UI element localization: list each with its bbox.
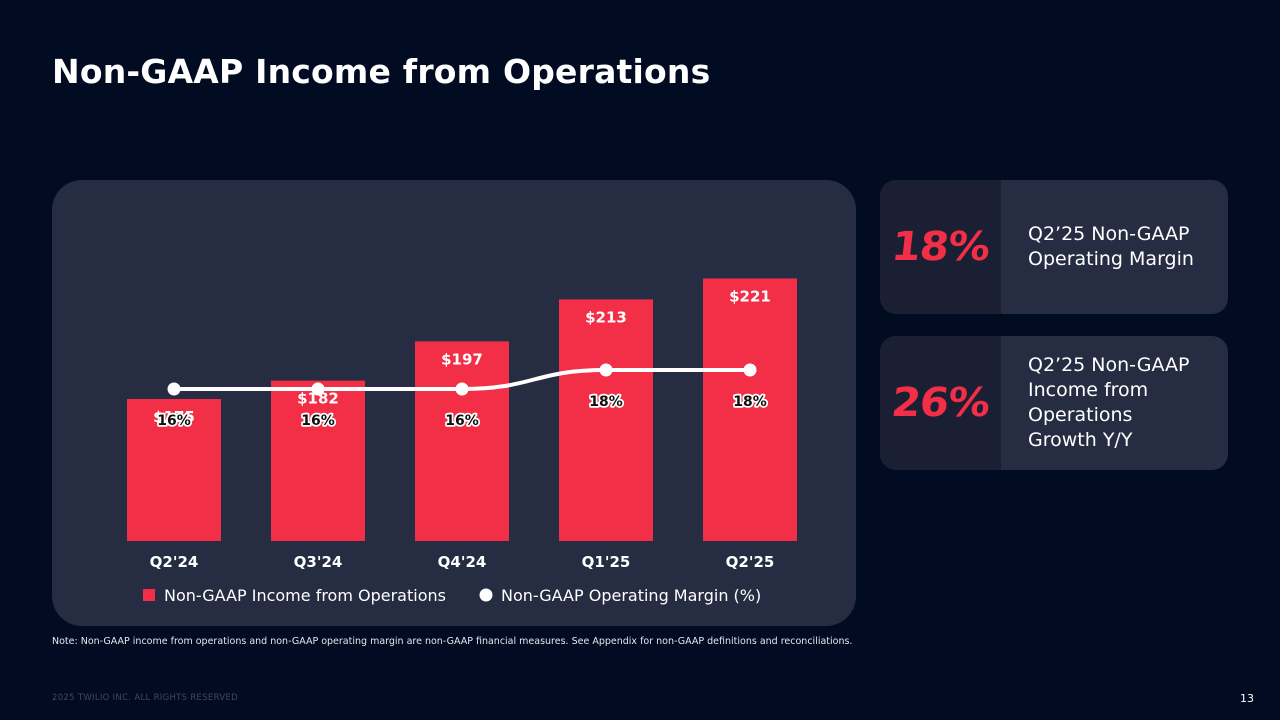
margin-point (167, 382, 181, 396)
x-tick-label: Q2'25 (726, 553, 775, 571)
legend-bar-swatch (143, 589, 155, 601)
legend-line-marker (479, 588, 493, 602)
margin-point (743, 363, 757, 377)
legend-label: Non-GAAP Operating Margin (%) (501, 586, 761, 605)
page-title: Non-GAAP Income from Operations (52, 52, 711, 91)
chart-card: $175 Q2'24 $182 Q3'24 $197 Q4'24 $213 Q1'25 $221… (52, 180, 856, 626)
bar (703, 278, 797, 541)
bar (271, 380, 365, 541)
x-tick-label: Q4'24 (438, 553, 487, 571)
margin-value-label: 16% (157, 413, 191, 429)
bar-value-label: $213 (585, 308, 627, 326)
stat-description: Q2’25 Non-GAAP Income from Operations Gr… (1028, 353, 1212, 453)
stat-line: Q2’25 Non-GAAP (1028, 354, 1190, 376)
stat-number-panel: 18% (880, 180, 1001, 314)
stat-line: Q2’25 Non-GAAP (1028, 223, 1190, 245)
x-tick-label: Q3'24 (294, 553, 343, 571)
copyright: 2025 TWILIO INC. ALL RIGHTS RESERVED (52, 693, 238, 703)
stat-line: Growth Y/Y (1028, 429, 1133, 451)
margin-point (455, 382, 469, 396)
income-chart: $175 Q2'24 $182 Q3'24 $197 Q4'24 $213 Q1'25 $221… (127, 278, 797, 605)
margin-point (599, 363, 613, 377)
stat-value: 26% (889, 380, 992, 426)
x-tick-label: Q1'25 (582, 553, 631, 571)
stat-value: 18% (889, 224, 992, 270)
margin-value-label: 16% (301, 413, 335, 429)
margin-value-label: 18% (733, 394, 767, 410)
stat-line: Operations (1028, 404, 1133, 426)
bar (127, 399, 221, 541)
bar-value-label: $197 (441, 350, 483, 368)
page-number: 13 (1240, 692, 1254, 705)
bar-value-label: $182 (297, 390, 339, 408)
stat-line: Operating Margin (1028, 248, 1194, 270)
bar-value-label: $175 (153, 408, 195, 426)
x-tick-label: Q2'24 (150, 553, 199, 571)
stat-card-margin: 18% Q2’25 Non-GAAP Operating Margin (880, 180, 1228, 314)
footnote: Note: Non-GAAP income from operations an… (52, 636, 853, 647)
margin-value-label: 16% (445, 413, 479, 429)
stat-description: Q2’25 Non-GAAP Operating Margin (1028, 222, 1212, 272)
margin-value-label: 18% (589, 394, 623, 410)
stat-card-growth: 26% Q2’25 Non-GAAP Income from Operation… (880, 336, 1228, 470)
legend-label: Non-GAAP Income from Operations (164, 586, 446, 605)
bar-value-label: $221 (729, 287, 771, 305)
stat-number-panel: 26% (880, 336, 1001, 470)
margin-point (311, 382, 325, 396)
bar (559, 299, 653, 541)
stat-line: Income from (1028, 379, 1149, 401)
bar (415, 341, 509, 541)
